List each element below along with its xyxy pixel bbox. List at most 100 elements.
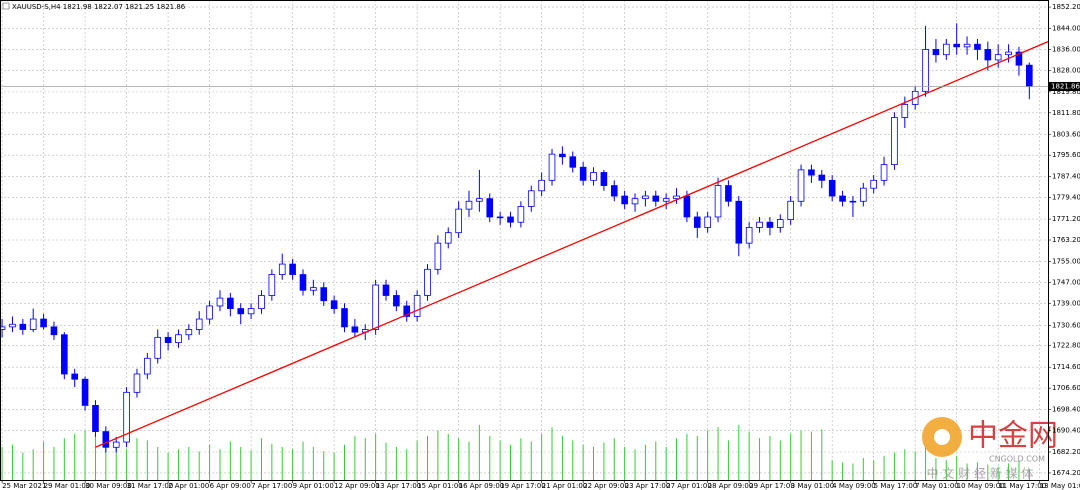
candle-body bbox=[828, 179, 836, 197]
candle-body bbox=[289, 263, 296, 275]
y-tick-label: 1674.20 bbox=[1052, 469, 1080, 477]
y-tick-label: 1690.40 bbox=[1052, 427, 1080, 435]
y-tick-label: 1747.00 bbox=[1052, 278, 1080, 286]
y-tick-label: 1714.60 bbox=[1052, 363, 1080, 371]
candle-body bbox=[507, 216, 514, 223]
candle-body bbox=[424, 268, 431, 296]
candle-body bbox=[496, 216, 504, 219]
x-tick-label: 7 May 01:00 bbox=[915, 482, 959, 490]
candle-body bbox=[1015, 51, 1023, 66]
x-tick-label: 31 Mar 17:00 bbox=[127, 482, 174, 490]
candle-body bbox=[818, 174, 826, 181]
candle-body bbox=[1005, 51, 1012, 56]
candle-body bbox=[278, 263, 286, 275]
candle-body bbox=[652, 195, 660, 202]
candle-body bbox=[393, 295, 400, 307]
candle-body bbox=[455, 208, 462, 234]
x-tick-label: 4 May 09:00 bbox=[832, 482, 876, 490]
candle-body bbox=[19, 323, 27, 330]
candle-body bbox=[434, 242, 442, 270]
candle-body bbox=[341, 308, 348, 328]
overlay bbox=[0, 41, 1049, 448]
candle-body bbox=[548, 153, 556, 181]
candle-body bbox=[590, 172, 597, 181]
candle-body bbox=[382, 284, 390, 296]
y-tick-label: 1755.00 bbox=[1052, 257, 1080, 265]
candle-body bbox=[776, 219, 784, 228]
x-tick-label: 9 Apr 01:00 bbox=[293, 482, 334, 490]
candle-body bbox=[71, 373, 79, 380]
candle-body bbox=[787, 200, 794, 220]
x-tick-label: 15 Apr 01:00 bbox=[417, 482, 463, 490]
candle-body bbox=[258, 295, 265, 309]
candle-body bbox=[859, 187, 867, 202]
candle-body bbox=[600, 172, 608, 186]
volume-layer bbox=[1, 425, 1030, 480]
candle-body bbox=[403, 305, 411, 317]
y-tick-label: 1682.20 bbox=[1052, 448, 1080, 456]
x-tick-label: 10 May 09:00 bbox=[957, 482, 1005, 490]
trendline bbox=[95, 41, 1049, 448]
candle-body bbox=[683, 195, 691, 218]
y-tick-label: 1787.40 bbox=[1052, 173, 1080, 181]
candle-body bbox=[901, 104, 909, 118]
x-tick-label: 12 Apr 09:00 bbox=[334, 482, 380, 490]
candle-body bbox=[175, 334, 182, 343]
x-tick-label: 19 Apr 17:00 bbox=[500, 482, 546, 490]
y-tick-label: 1722.80 bbox=[1052, 342, 1080, 350]
candle-body bbox=[808, 169, 815, 176]
plot-border bbox=[0, 0, 1049, 481]
candle-body bbox=[299, 274, 307, 291]
x-tick-label: 30 Mar 09:00 bbox=[85, 482, 132, 490]
x-tick-label: 13 May 01:00 bbox=[1040, 482, 1080, 490]
candle-body bbox=[330, 300, 338, 309]
watermark-tagline: 中 文 财 经 新 媒 体 bbox=[927, 466, 1034, 481]
candle-body bbox=[185, 329, 193, 336]
candle-body bbox=[216, 297, 224, 307]
candle-body bbox=[154, 336, 162, 359]
grid bbox=[0, 0, 1048, 480]
candle-body bbox=[81, 378, 89, 406]
candle-body bbox=[112, 441, 120, 448]
candle-body bbox=[870, 179, 877, 189]
candle-body bbox=[465, 200, 473, 210]
candle-body bbox=[756, 221, 763, 228]
watermark: 中金网 CNGOLD.COM 中 文 财 经 新 媒 体 bbox=[922, 417, 1058, 481]
candle-body bbox=[953, 43, 960, 48]
y-tick-label: 1852.20 bbox=[1052, 3, 1080, 11]
x-tick-label: 29 Mar 01:00 bbox=[44, 482, 91, 490]
candle-body bbox=[9, 323, 16, 328]
candle-body bbox=[61, 334, 68, 375]
candle-body bbox=[164, 336, 172, 343]
candle-body bbox=[642, 195, 649, 200]
candle-body bbox=[372, 284, 379, 330]
candle-body bbox=[1026, 64, 1033, 87]
candle-body bbox=[92, 405, 99, 432]
candle-body bbox=[123, 391, 130, 443]
candle-body bbox=[486, 198, 494, 218]
candle-body bbox=[206, 305, 213, 320]
candle-body bbox=[839, 195, 846, 202]
candle-body bbox=[704, 216, 711, 228]
candle-body bbox=[247, 308, 255, 315]
candle-body bbox=[673, 195, 680, 200]
y-tick-label: 1771.20 bbox=[1052, 215, 1080, 223]
candle-body bbox=[610, 185, 618, 197]
candle-body bbox=[144, 357, 151, 375]
y-tick-label: 1819.80 bbox=[1052, 88, 1080, 96]
candle-body bbox=[662, 198, 670, 202]
x-tick-label: 27 Apr 01:00 bbox=[666, 482, 712, 490]
candle-body bbox=[922, 49, 929, 92]
candle-body bbox=[579, 166, 587, 181]
x-tick-label: 22 Apr 09:00 bbox=[583, 482, 629, 490]
candle-body bbox=[268, 274, 276, 296]
candle-body bbox=[569, 156, 577, 168]
y-tick-label: 1706.60 bbox=[1052, 384, 1080, 392]
y-tick-label: 1803.60 bbox=[1052, 130, 1080, 138]
candle-body bbox=[559, 153, 566, 158]
candle-body bbox=[735, 200, 743, 244]
watermark-site: CNGOLD.COM bbox=[989, 455, 1045, 464]
x-tick-label: 6 Apr 09:00 bbox=[210, 482, 251, 490]
